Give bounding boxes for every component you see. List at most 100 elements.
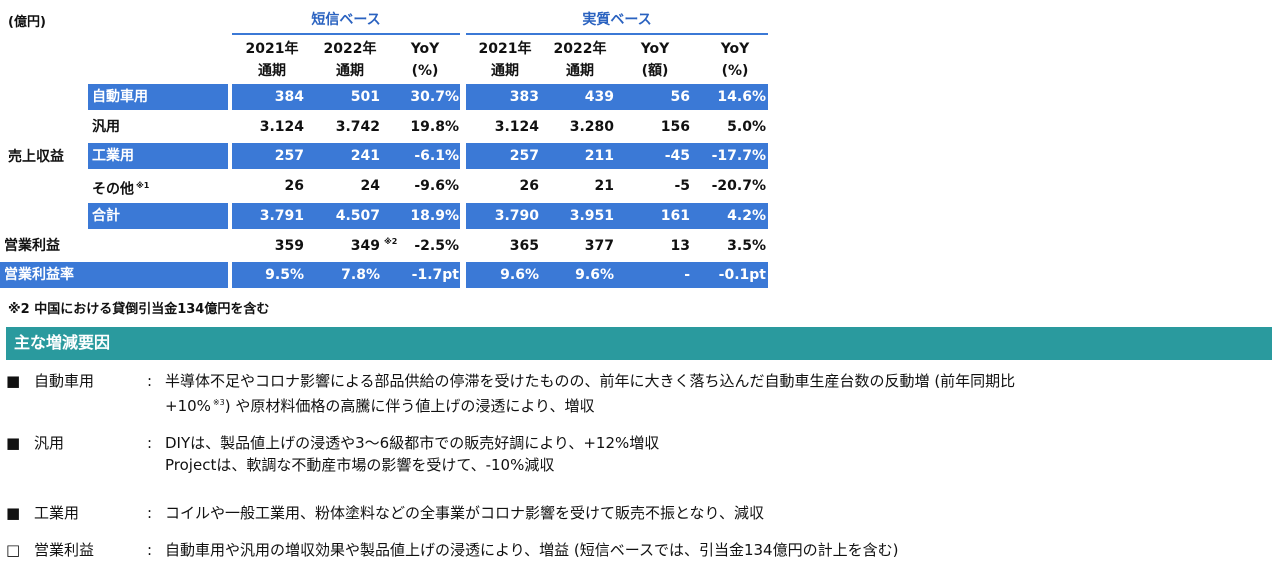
cell-value: 3.280 bbox=[569, 118, 614, 135]
cell: 3.280 bbox=[524, 118, 614, 136]
cell-value: 9.6% bbox=[575, 267, 614, 284]
row-label: 営業利益 bbox=[4, 237, 60, 255]
bullet-label: 汎用 bbox=[34, 434, 65, 452]
cell-value: -5 bbox=[674, 178, 690, 195]
cell-value: 14.6% bbox=[717, 89, 766, 105]
row-highlight bbox=[0, 262, 228, 289]
cell: 14.6% bbox=[676, 88, 766, 106]
column-header: 2021年 bbox=[478, 41, 532, 57]
cell: 9.6% bbox=[524, 266, 614, 284]
bullet-colon: : bbox=[147, 372, 153, 390]
column-header: 2022年 bbox=[323, 41, 377, 57]
cell: 3.124 bbox=[449, 118, 539, 136]
bullet-text: 半導体不足やコロナ影響による部品供給の停滞を受けたものの、前年に大きく落ち込んだ… bbox=[165, 372, 1015, 390]
row-group-label: 売上収益 bbox=[8, 149, 64, 165]
cell: 349 ※2 bbox=[290, 237, 398, 255]
cell: 156 bbox=[600, 118, 690, 136]
cell-value: 21 bbox=[594, 178, 614, 195]
bullet-label: 自動車用 bbox=[34, 372, 95, 390]
bullet-text: 自動車用や汎用の増収効果や製品値上げの浸透により、増益 (短信ベースでは、引当金… bbox=[165, 541, 898, 559]
column-header: YoY bbox=[640, 41, 670, 57]
cell: -17.7% bbox=[676, 147, 766, 165]
text: DIYは、製品値上げの浸透や3～6級都市での販売好調により、+12%増収 bbox=[165, 434, 660, 452]
group-rule bbox=[466, 33, 768, 35]
cell: 13 bbox=[600, 237, 690, 255]
column-header: 通期 bbox=[491, 63, 519, 79]
cell-value: 3.791 bbox=[259, 207, 304, 224]
cell: 241 bbox=[290, 147, 380, 165]
row-highlight bbox=[466, 84, 768, 110]
column-header: 通期 bbox=[258, 63, 286, 79]
row-label: 合計 bbox=[92, 207, 120, 225]
text: 半導体不足やコロナ影響による部品供給の停滞を受けたものの、前年に大きく落ち込んだ… bbox=[165, 372, 1016, 390]
note-mark: ※2 bbox=[384, 236, 398, 246]
cell-value: -6.1% bbox=[414, 148, 459, 165]
cell: 26 bbox=[449, 177, 539, 195]
cell-value: -20.7% bbox=[711, 178, 766, 195]
column-header: 通期 bbox=[566, 63, 594, 79]
row-label: 工業用 bbox=[92, 147, 134, 165]
text: Projectは、軟調な不動産市場の影響を受けて、-10%減収 bbox=[165, 456, 555, 474]
column-header: (%) bbox=[411, 63, 439, 79]
cell: 5.0% bbox=[676, 118, 766, 136]
cell: 3.5% bbox=[676, 237, 766, 255]
section-title: 主な増減要因 bbox=[14, 333, 111, 352]
cell-value: 377 bbox=[584, 237, 614, 254]
cell: 30.7% bbox=[369, 88, 459, 106]
cell: 18.9% bbox=[369, 207, 459, 225]
cell: 3.951 bbox=[524, 207, 614, 225]
cell-value: 13 bbox=[670, 237, 690, 254]
cell: 384 bbox=[214, 88, 304, 106]
column-header: 2021年 bbox=[245, 41, 299, 57]
cell-value: 3.742 bbox=[335, 118, 380, 135]
cell-value: 3.124 bbox=[259, 118, 304, 135]
column-header: YoY bbox=[720, 41, 750, 57]
cell-value: -1.7pt bbox=[411, 267, 459, 284]
cell: 501 bbox=[290, 88, 380, 106]
row-highlight bbox=[232, 84, 460, 110]
bullet-label: 工業用 bbox=[34, 504, 80, 522]
row-label-text: 合計 bbox=[92, 207, 120, 224]
row-label-text: その他 bbox=[92, 181, 134, 198]
cell-value: 56 bbox=[670, 89, 690, 105]
cell-value: 7.8% bbox=[341, 267, 380, 284]
bullet-label: 営業利益 bbox=[34, 541, 95, 559]
row-highlight bbox=[466, 262, 768, 289]
row-highlight bbox=[466, 202, 768, 229]
bullet-text: コイルや一般工業用、粉体塗料などの全事業がコロナ影響を受けて販売不振となり、減収 bbox=[165, 504, 764, 522]
bullet-marker: ■ bbox=[6, 504, 21, 522]
cell-value: 19.8% bbox=[410, 118, 459, 135]
cell-value: 3.790 bbox=[494, 207, 539, 224]
bullet-colon: : bbox=[147, 504, 153, 522]
note-mark: ※3 bbox=[212, 398, 225, 407]
bullet-colon: : bbox=[147, 434, 153, 452]
cell: -45 bbox=[600, 147, 690, 165]
cell-value: 365 bbox=[509, 237, 539, 254]
group-title: 短信ベース bbox=[311, 12, 381, 28]
row-highlight bbox=[232, 262, 460, 289]
row-highlight bbox=[88, 202, 228, 229]
row-highlight bbox=[466, 143, 768, 170]
note-mark: ※1 bbox=[136, 181, 150, 191]
row-label: 汎用 bbox=[92, 118, 120, 136]
cell-value: 257 bbox=[274, 148, 304, 165]
cell: 439 bbox=[524, 88, 614, 106]
cell-value: 3.5% bbox=[727, 237, 766, 254]
text: 自動車用や汎用の増収効果や製品値上げの浸透により、増益 (短信ベースでは、引当金… bbox=[165, 541, 899, 559]
cell-value: 3.124 bbox=[494, 118, 539, 135]
cell: 24 bbox=[290, 177, 380, 195]
cell: 383 bbox=[449, 88, 539, 106]
row-label-text: 営業利益率 bbox=[4, 267, 74, 284]
cell-value: 359 bbox=[274, 237, 304, 254]
cell: 377 bbox=[524, 237, 614, 255]
cell: -2.5% bbox=[369, 237, 459, 255]
row-highlight bbox=[232, 143, 460, 170]
cell-value: 26 bbox=[284, 178, 304, 195]
cell: -5 bbox=[600, 177, 690, 195]
row-label: 自動車用 bbox=[92, 88, 148, 106]
cell-value: -17.7% bbox=[711, 148, 766, 165]
cell: 4.2% bbox=[676, 207, 766, 225]
row-label-text: 汎用 bbox=[92, 118, 120, 135]
cell: 56 bbox=[600, 88, 690, 106]
cell-value: 211 bbox=[584, 148, 614, 165]
